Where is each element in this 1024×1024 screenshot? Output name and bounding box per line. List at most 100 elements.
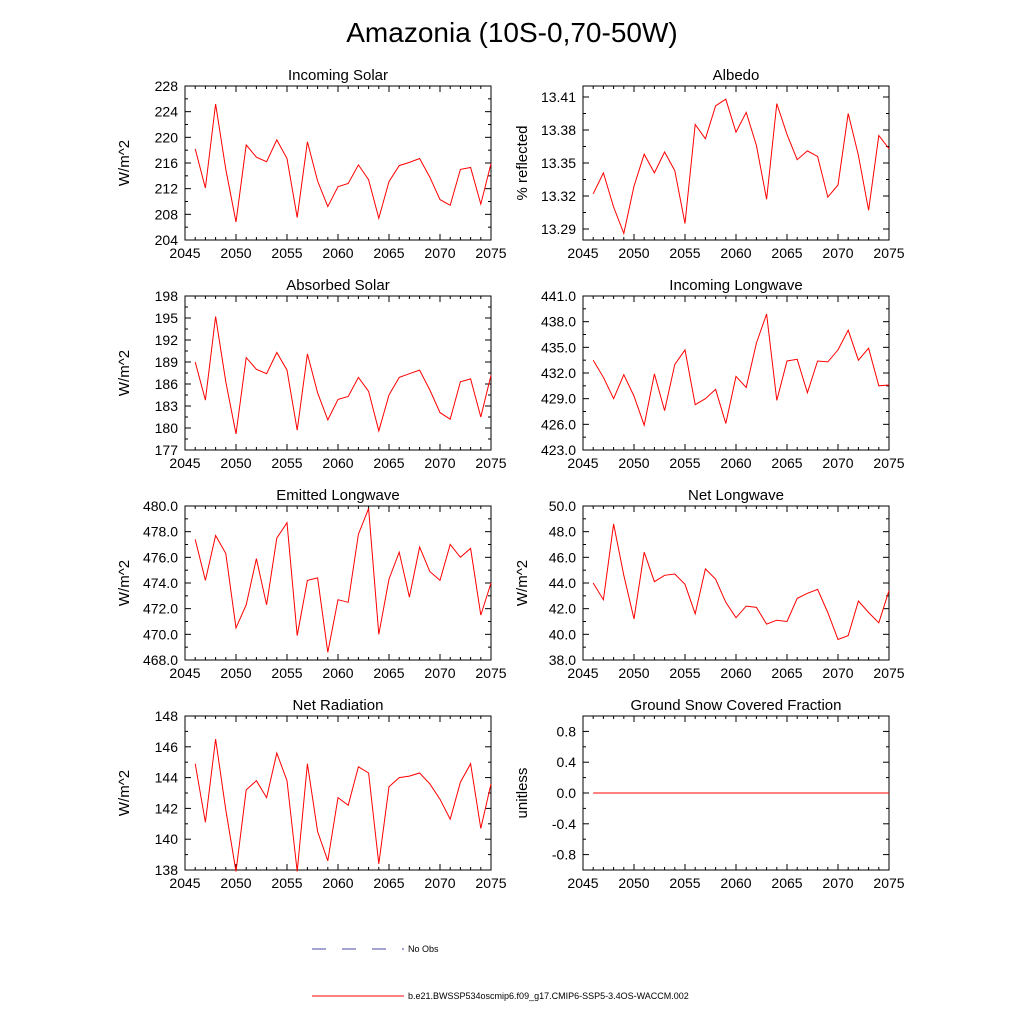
series-line xyxy=(194,508,492,653)
x-tick-label: 2050 xyxy=(618,455,649,471)
x-tick-label: 2075 xyxy=(873,245,904,261)
legend-obs-label: No Obs xyxy=(408,944,439,954)
y-tick-label: 180 xyxy=(155,420,179,436)
x-tick-label: 2060 xyxy=(322,665,353,681)
x-tick-label: 2055 xyxy=(271,665,302,681)
panel-title: Albedo xyxy=(713,67,760,84)
series-line xyxy=(592,313,890,428)
y-tick-label: 198 xyxy=(155,288,179,304)
y-tick-label: 474.0 xyxy=(143,575,178,591)
y-tick-label: 44.0 xyxy=(549,575,576,591)
panel-absorbed-solar: Absorbed Solar 2045 2050 2055 2060 2065 2070 20… xyxy=(116,277,507,471)
y-tick-label: 470.0 xyxy=(143,626,178,642)
x-tick-label: 2065 xyxy=(373,245,404,261)
x-tick-label: 2060 xyxy=(322,875,353,891)
y-axis-label: W/m^2 xyxy=(116,140,133,186)
y-axis-label: W/m^2 xyxy=(116,350,133,396)
x-tick-label: 2070 xyxy=(822,245,853,261)
x-tick-label: 2060 xyxy=(322,455,353,471)
y-tick-label: 146 xyxy=(155,739,179,755)
y-tick-label: 0.0 xyxy=(557,785,577,801)
y-tick-label: 423.0 xyxy=(541,442,576,458)
y-tick-label: 478.0 xyxy=(143,524,178,540)
y-axis-label: W/m^2 xyxy=(116,770,133,816)
y-tick-label: 177 xyxy=(155,442,179,458)
x-tick-label: 2045 xyxy=(169,245,200,261)
y-tick-label: 480.0 xyxy=(143,498,178,514)
series-line xyxy=(592,98,890,236)
x-tick-label: 2070 xyxy=(424,665,455,681)
panel-incoming-longwave: Incoming Longwave 2045 2050 2055 2060 2065 207… xyxy=(541,277,905,471)
x-tick-label: 2045 xyxy=(169,875,200,891)
y-tick-label: -0.4 xyxy=(552,816,576,832)
y-tick-label: 228 xyxy=(155,78,179,94)
y-tick-label: 432.0 xyxy=(541,365,576,381)
x-tick-label: 2070 xyxy=(424,245,455,261)
y-tick-label: 468.0 xyxy=(143,652,178,668)
panels: Incoming Solar 2045 2050 2055 2060 2065 2070 20… xyxy=(116,67,905,891)
panel-title: Incoming Solar xyxy=(288,67,388,84)
x-tick-label: 2060 xyxy=(322,245,353,261)
y-tick-label: 476.0 xyxy=(143,549,178,565)
x-tick-label: 2050 xyxy=(220,875,251,891)
x-tick-label: 2060 xyxy=(720,875,751,891)
y-tick-label: 189 xyxy=(155,354,179,370)
panel-title: Emitted Longwave xyxy=(276,487,399,504)
x-tick-label: 2045 xyxy=(567,875,598,891)
series-line xyxy=(194,739,492,872)
x-tick-label: 2070 xyxy=(424,455,455,471)
x-tick-label: 2065 xyxy=(771,455,802,471)
y-tick-label: 441.0 xyxy=(541,288,576,304)
x-tick-label: 2055 xyxy=(271,245,302,261)
y-tick-label: 13.38 xyxy=(541,122,576,138)
y-tick-label: 0.4 xyxy=(557,754,577,770)
x-tick-label: 2055 xyxy=(669,455,700,471)
x-tick-label: 2050 xyxy=(618,875,649,891)
y-tick-label: 220 xyxy=(155,129,179,145)
x-tick-label: 2050 xyxy=(220,665,251,681)
x-tick-label: 2070 xyxy=(822,875,853,891)
x-tick-label: 2070 xyxy=(424,875,455,891)
panel-title: Incoming Longwave xyxy=(669,277,802,294)
x-tick-label: 2060 xyxy=(720,455,751,471)
y-tick-label: 426.0 xyxy=(541,416,576,432)
series-line xyxy=(194,103,492,223)
x-tick-label: 2065 xyxy=(373,875,404,891)
x-tick-label: 2075 xyxy=(475,455,506,471)
x-tick-label: 2075 xyxy=(873,455,904,471)
x-tick-label: 2055 xyxy=(669,875,700,891)
y-tick-label: 50.0 xyxy=(549,498,576,514)
x-tick-label: 2065 xyxy=(771,245,802,261)
x-tick-label: 2075 xyxy=(475,665,506,681)
series-line xyxy=(592,523,890,641)
y-tick-label: 183 xyxy=(155,398,179,414)
panel-title: Absorbed Solar xyxy=(286,277,389,294)
y-tick-label: 38.0 xyxy=(549,652,576,668)
x-tick-label: 2050 xyxy=(618,665,649,681)
y-tick-label: 0.8 xyxy=(557,723,577,739)
figure-title: Amazonia (10S-0,70-50W) xyxy=(346,17,677,48)
y-tick-label: 435.0 xyxy=(541,339,576,355)
x-tick-label: 2045 xyxy=(567,665,598,681)
x-tick-label: 2075 xyxy=(475,875,506,891)
x-tick-label: 2045 xyxy=(567,245,598,261)
y-tick-label: 138 xyxy=(155,862,179,878)
x-tick-label: 2065 xyxy=(373,665,404,681)
x-tick-label: 2060 xyxy=(720,245,751,261)
y-axis-label: W/m^2 xyxy=(514,560,531,606)
y-tick-label: 186 xyxy=(155,376,179,392)
x-tick-label: 2055 xyxy=(669,245,700,261)
x-tick-label: 2050 xyxy=(220,245,251,261)
x-tick-label: 2075 xyxy=(873,665,904,681)
legend-model-label: b.e21.BWSSP534oscmip6.f09_g17.CMIP6-SSP5… xyxy=(408,991,689,1001)
y-tick-label: 40.0 xyxy=(549,626,576,642)
y-tick-label: 216 xyxy=(155,155,179,171)
x-tick-label: 2050 xyxy=(220,455,251,471)
x-tick-label: 2065 xyxy=(771,875,802,891)
x-tick-label: 2060 xyxy=(720,665,751,681)
panel-emitted-longwave: Emitted Longwave 2045 2050 2055 2060 2065 2070… xyxy=(116,487,507,681)
y-tick-label: 208 xyxy=(155,206,179,222)
x-tick-label: 2055 xyxy=(271,455,302,471)
panel-incoming-solar: Incoming Solar 2045 2050 2055 2060 2065 2070 20… xyxy=(116,67,507,261)
y-tick-label: 48.0 xyxy=(549,524,576,540)
